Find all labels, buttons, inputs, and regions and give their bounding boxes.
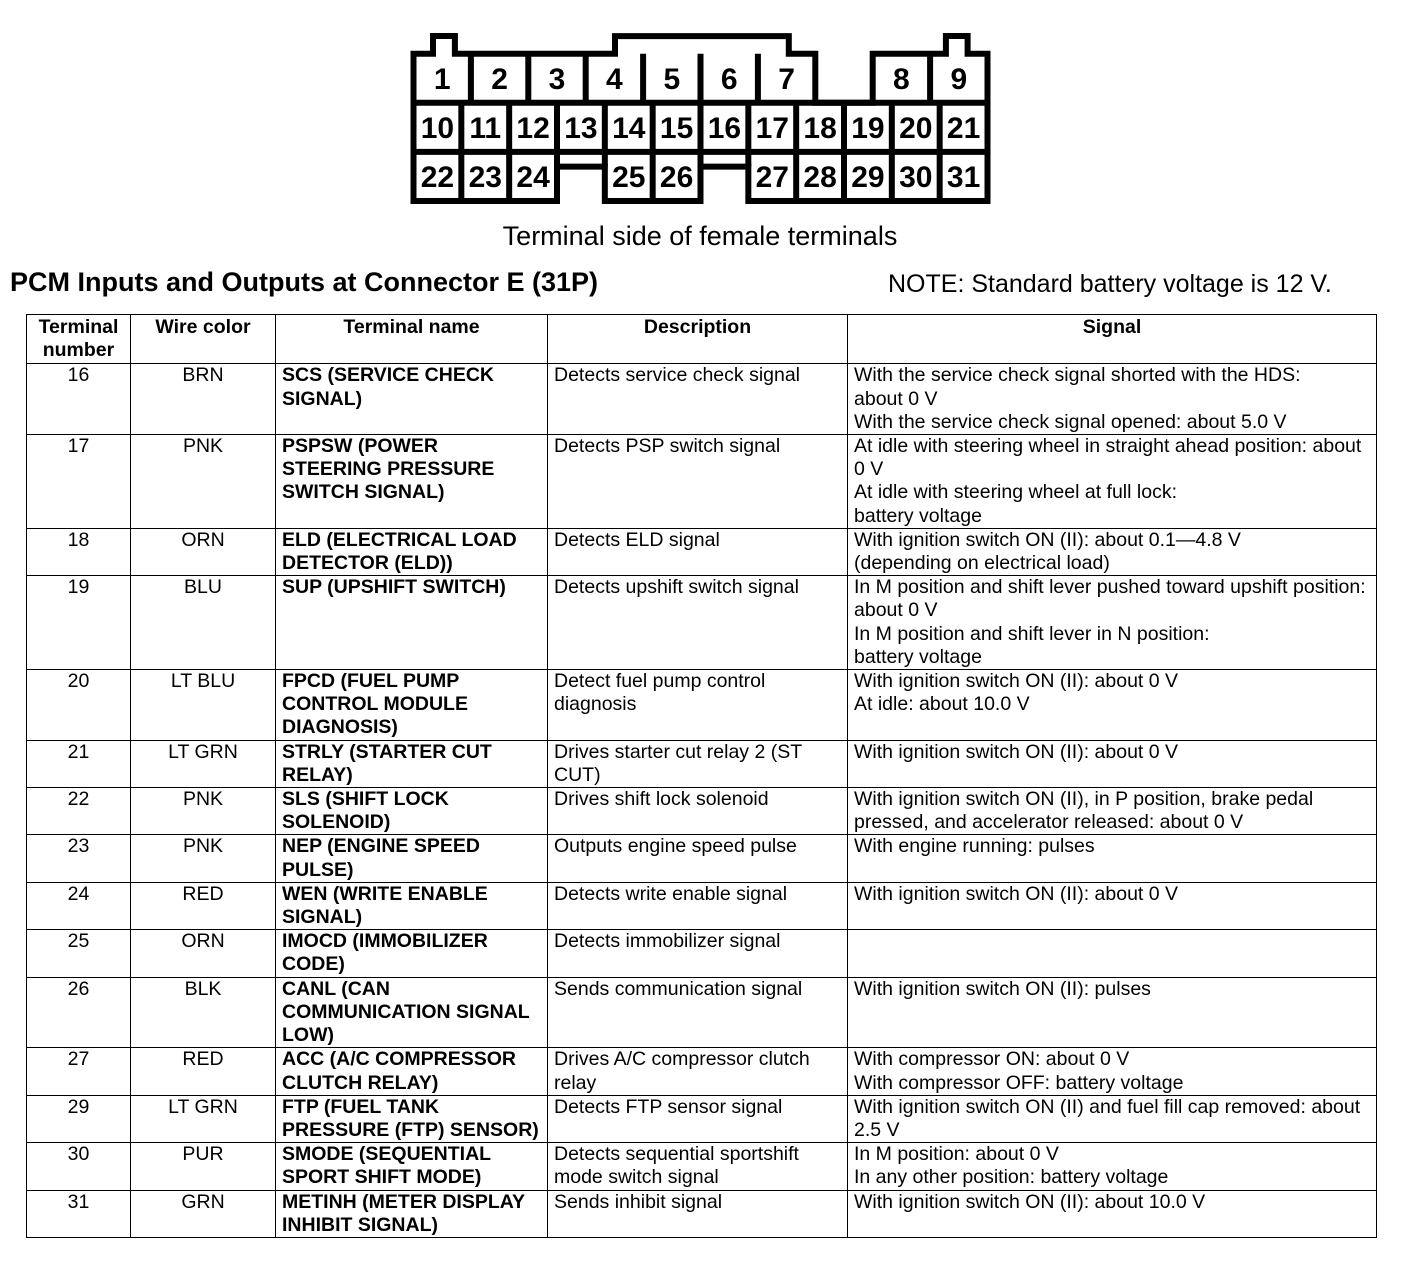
svg-text:9: 9 [950, 63, 967, 96]
svg-text:25: 25 [612, 161, 645, 194]
svg-text:6: 6 [721, 63, 738, 96]
svg-text:1: 1 [434, 63, 451, 96]
svg-text:11: 11 [469, 112, 501, 145]
svg-text:31: 31 [947, 161, 980, 194]
svg-text:14: 14 [612, 112, 646, 145]
svg-text:15: 15 [660, 112, 693, 145]
svg-text:23: 23 [469, 161, 502, 194]
svg-text:20: 20 [899, 112, 932, 145]
svg-text:2: 2 [491, 63, 508, 96]
svg-text:13: 13 [564, 112, 597, 145]
svg-text:21: 21 [947, 112, 980, 145]
svg-text:16: 16 [708, 112, 741, 145]
svg-text:29: 29 [851, 161, 884, 194]
svg-text:18: 18 [803, 112, 836, 145]
svg-text:Terminal side of female termin: Terminal side of female terminals [503, 221, 898, 251]
svg-text:3: 3 [549, 63, 566, 96]
svg-text:26: 26 [660, 161, 693, 194]
svg-text:10: 10 [421, 112, 454, 145]
svg-text:4: 4 [606, 63, 623, 96]
svg-text:7: 7 [778, 63, 795, 96]
svg-text:8: 8 [893, 63, 910, 96]
svg-text:19: 19 [851, 112, 884, 145]
svg-text:22: 22 [421, 161, 454, 194]
svg-text:27: 27 [756, 161, 789, 194]
svg-text:30: 30 [899, 161, 932, 194]
svg-text:12: 12 [516, 112, 549, 145]
svg-text:24: 24 [516, 161, 550, 194]
svg-text:5: 5 [663, 63, 680, 96]
svg-text:28: 28 [803, 161, 836, 194]
svg-text:17: 17 [756, 112, 789, 145]
